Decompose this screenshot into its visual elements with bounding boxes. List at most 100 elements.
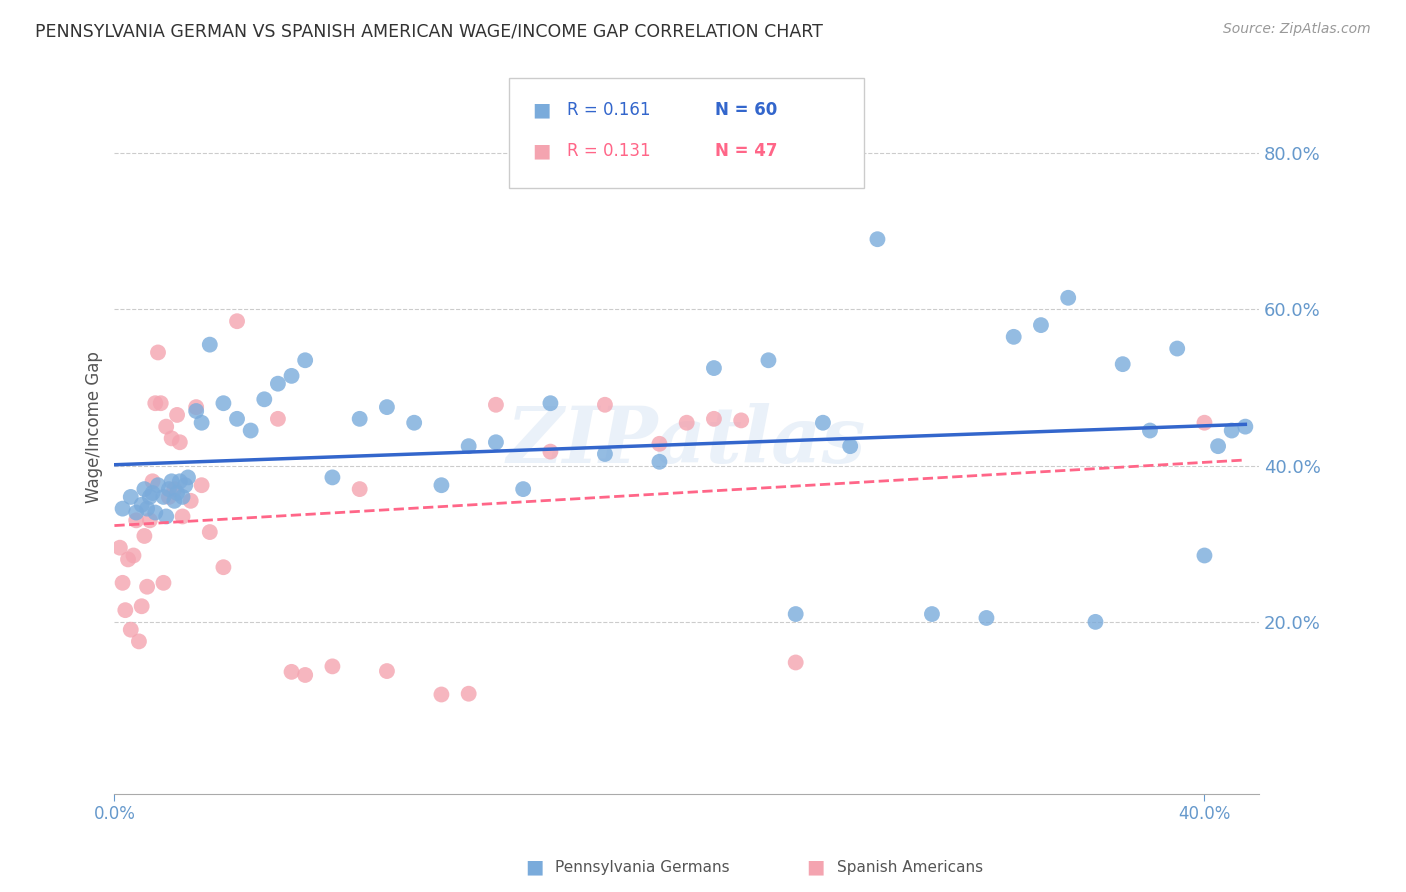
Text: R = 0.161: R = 0.161	[567, 101, 650, 119]
Point	[169, 435, 191, 450]
Text: ■: ■	[533, 100, 551, 119]
Point	[157, 490, 180, 504]
Text: N = 47: N = 47	[716, 143, 778, 161]
Point	[457, 687, 479, 701]
Point	[593, 447, 616, 461]
Point	[703, 361, 725, 376]
Point	[785, 607, 807, 621]
Point	[1002, 330, 1025, 344]
Point	[1234, 419, 1257, 434]
Point	[125, 513, 148, 527]
Point	[267, 412, 290, 426]
Point	[155, 419, 177, 434]
Point	[758, 353, 780, 368]
Text: N = 60: N = 60	[716, 101, 778, 119]
Point	[866, 232, 889, 246]
Point	[212, 560, 235, 574]
Text: ■: ■	[524, 857, 544, 877]
Point	[512, 482, 534, 496]
Point	[1194, 549, 1216, 563]
Point	[226, 412, 249, 426]
Point	[675, 416, 697, 430]
Point	[163, 493, 186, 508]
Point	[136, 501, 159, 516]
Text: PENNSYLVANIA GERMAN VS SPANISH AMERICAN WAGE/INCOME GAP CORRELATION CHART: PENNSYLVANIA GERMAN VS SPANISH AMERICAN …	[35, 22, 823, 40]
Point	[349, 412, 371, 426]
Point	[160, 475, 183, 489]
Point	[198, 524, 221, 539]
Point	[180, 493, 202, 508]
Point	[280, 368, 302, 383]
Point	[160, 431, 183, 445]
Point	[122, 549, 145, 563]
Point	[142, 486, 165, 500]
Point	[253, 392, 276, 407]
Text: Spanish Americans: Spanish Americans	[837, 860, 983, 874]
Point	[139, 490, 162, 504]
Point	[212, 396, 235, 410]
Point	[239, 424, 262, 438]
Point	[811, 416, 834, 430]
Point	[1166, 342, 1188, 356]
Point	[152, 575, 174, 590]
Point	[280, 665, 302, 679]
Point	[143, 396, 166, 410]
Point	[1220, 424, 1243, 438]
Point	[120, 623, 142, 637]
Point	[139, 513, 162, 527]
Point	[163, 482, 186, 496]
Point	[730, 413, 752, 427]
Point	[172, 509, 194, 524]
Point	[190, 416, 212, 430]
Point	[921, 607, 943, 621]
Point	[169, 475, 191, 489]
Point	[1112, 357, 1135, 371]
Point	[430, 688, 453, 702]
Point	[349, 482, 371, 496]
Point	[593, 398, 616, 412]
Point	[1057, 291, 1080, 305]
Point	[294, 668, 316, 682]
Point	[149, 396, 172, 410]
Point	[117, 552, 139, 566]
Point	[294, 353, 316, 368]
Point	[120, 490, 142, 504]
Point	[174, 478, 197, 492]
Point	[1206, 439, 1229, 453]
Point	[166, 408, 188, 422]
Point	[1194, 416, 1216, 430]
Text: Source: ZipAtlas.com: Source: ZipAtlas.com	[1223, 22, 1371, 37]
Point	[152, 490, 174, 504]
Point	[267, 376, 290, 391]
Point	[143, 506, 166, 520]
Point	[457, 439, 479, 453]
Point	[703, 412, 725, 426]
Text: Pennsylvania Germans: Pennsylvania Germans	[555, 860, 730, 874]
Point	[155, 509, 177, 524]
Point	[785, 656, 807, 670]
Point	[131, 599, 153, 614]
Point	[111, 575, 134, 590]
Point	[839, 439, 862, 453]
Point	[198, 337, 221, 351]
Point	[157, 482, 180, 496]
Point	[131, 498, 153, 512]
Point	[128, 634, 150, 648]
Point	[134, 529, 156, 543]
Point	[321, 659, 343, 673]
Point	[111, 501, 134, 516]
Y-axis label: Wage/Income Gap: Wage/Income Gap	[86, 351, 103, 502]
Point	[190, 478, 212, 492]
Point	[648, 455, 671, 469]
Point	[538, 444, 561, 458]
Text: ■: ■	[806, 857, 825, 877]
Point	[136, 580, 159, 594]
Point	[186, 400, 208, 414]
Point	[538, 396, 561, 410]
Point	[134, 482, 156, 496]
Point	[430, 478, 453, 492]
Point	[114, 603, 136, 617]
Point	[172, 490, 194, 504]
Point	[1139, 424, 1161, 438]
Point	[166, 486, 188, 500]
